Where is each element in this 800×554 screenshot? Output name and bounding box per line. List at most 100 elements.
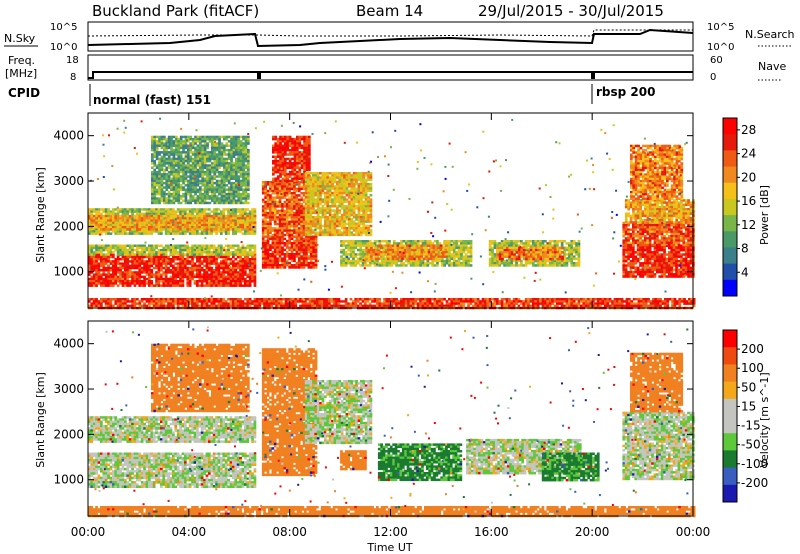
cell (272, 192, 275, 195)
cell (272, 147, 275, 150)
cell (225, 228, 228, 231)
cell (314, 172, 317, 175)
cell (168, 171, 171, 174)
cell (93, 280, 96, 283)
cell (172, 247, 175, 250)
cell (134, 245, 137, 248)
cell (312, 240, 315, 243)
cell (306, 162, 309, 165)
cell (218, 208, 221, 211)
cell (105, 217, 108, 220)
cell (262, 232, 265, 235)
cell (222, 276, 225, 279)
cell (90, 258, 93, 261)
cell (279, 171, 282, 174)
cell (254, 210, 257, 213)
cell (222, 258, 225, 261)
cell (201, 180, 204, 183)
cell (294, 162, 297, 165)
cell (246, 228, 249, 231)
cell (90, 210, 93, 213)
cell (194, 265, 197, 268)
cell (303, 160, 306, 163)
cell (182, 282, 185, 285)
cell (204, 145, 207, 148)
cell (151, 149, 154, 152)
cell (182, 215, 185, 218)
cell (110, 282, 113, 285)
cell (126, 253, 129, 256)
cell (254, 251, 257, 254)
cell (105, 278, 108, 281)
cell (251, 215, 254, 218)
cell (213, 173, 216, 176)
cell (112, 228, 115, 231)
cell (165, 249, 168, 252)
cell (247, 186, 250, 189)
cell (173, 169, 176, 172)
cell (167, 249, 170, 252)
cell (153, 273, 156, 276)
cell (182, 164, 185, 167)
cell (170, 158, 173, 161)
cell (246, 208, 249, 211)
cell (189, 189, 192, 192)
cell (308, 169, 311, 172)
cell (264, 194, 267, 197)
cell (153, 142, 156, 145)
cell (319, 176, 322, 179)
cell (307, 207, 310, 210)
cell (308, 251, 311, 254)
cell (216, 169, 219, 172)
cell (237, 202, 240, 205)
cell (218, 136, 221, 139)
cell (196, 267, 199, 270)
cell (244, 273, 247, 276)
cell (234, 232, 237, 235)
cell (173, 164, 176, 167)
cell (286, 210, 289, 213)
cell (213, 219, 216, 222)
cell (194, 210, 197, 213)
cell (102, 262, 105, 265)
cell (298, 207, 301, 210)
cell (307, 198, 310, 201)
cell (110, 249, 113, 252)
cell (168, 162, 171, 165)
cell (194, 219, 197, 222)
cell (136, 247, 139, 250)
cell (126, 273, 129, 276)
cell (100, 215, 103, 218)
cell (298, 203, 301, 206)
cell (251, 258, 254, 261)
cell (276, 257, 279, 260)
cell (180, 167, 183, 170)
cell (151, 136, 154, 139)
nave-tick-high: 60 (710, 55, 723, 66)
cell (117, 267, 120, 270)
cell (124, 224, 127, 227)
cell (185, 197, 188, 200)
cell (182, 149, 185, 152)
cell (277, 140, 280, 143)
cell (218, 284, 221, 287)
cell (189, 136, 192, 139)
cell (329, 231, 332, 234)
cell (150, 276, 153, 279)
cell (291, 140, 294, 143)
cell (291, 234, 294, 237)
cell (279, 227, 282, 230)
cell (162, 226, 165, 229)
cell (161, 145, 164, 148)
cell (225, 169, 228, 172)
cell (151, 153, 154, 156)
cell (209, 167, 212, 170)
cell (336, 176, 339, 179)
cell (239, 224, 242, 227)
cell (296, 221, 299, 224)
cell (298, 249, 301, 252)
cell (110, 226, 113, 229)
cell (151, 191, 154, 194)
cell (197, 202, 200, 205)
cell (198, 222, 201, 225)
